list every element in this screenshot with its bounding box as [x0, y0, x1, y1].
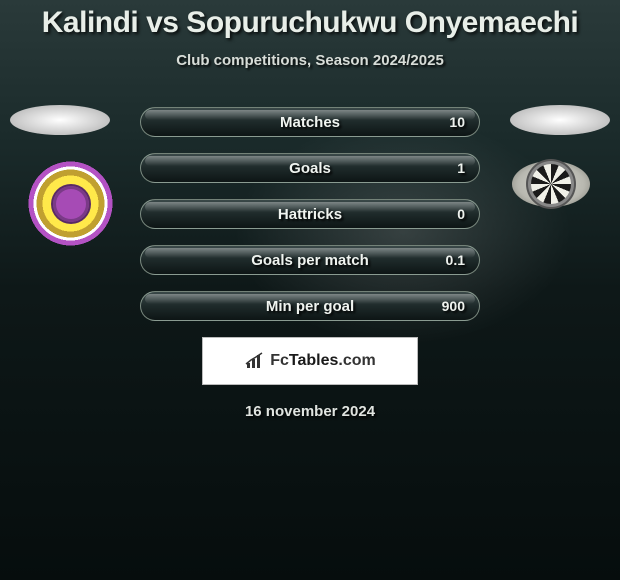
attribution-box: FcTables.com [202, 337, 418, 385]
stat-bars: Matches 10 Goals 1 Hattricks 0 Goals per… [140, 105, 480, 321]
subtitle: Club competitions, Season 2024/2025 [0, 52, 620, 69]
stat-label: Goals per match [251, 252, 369, 269]
stat-label: Matches [280, 114, 340, 131]
stat-right-value: 0 [457, 206, 465, 222]
stat-bar: Hattricks 0 [140, 199, 480, 229]
chart-icon [244, 352, 266, 370]
stat-right-value: 1 [457, 160, 465, 176]
brand-suffix: .com [338, 352, 375, 369]
comparison-card: Kalindi vs Sopuruchukwu Onyemaechi Club … [0, 0, 620, 580]
content-area: Matches 10 Goals 1 Hattricks 0 Goals per… [0, 105, 620, 420]
page-title: Kalindi vs Sopuruchukwu Onyemaechi [0, 0, 620, 40]
player-right-silhouette [510, 105, 610, 135]
brand-prefix: Fc [270, 352, 289, 369]
stat-label: Hattricks [278, 206, 342, 223]
stat-bar: Matches 10 [140, 107, 480, 137]
player-left-silhouette [10, 105, 110, 135]
stat-right-value: 0.1 [446, 252, 465, 268]
attribution-text: FcTables.com [270, 352, 376, 370]
brand-bold: Tables [289, 352, 339, 369]
stat-right-value: 10 [449, 114, 465, 130]
stat-right-value: 900 [442, 298, 465, 314]
stat-bar: Min per goal 900 [140, 291, 480, 321]
club-badge-right [512, 161, 590, 207]
stat-bar: Goals per match 0.1 [140, 245, 480, 275]
stat-label: Min per goal [266, 298, 354, 315]
stat-bar: Goals 1 [140, 153, 480, 183]
stat-label: Goals [289, 160, 331, 177]
date-label: 16 november 2024 [0, 403, 620, 420]
club-badge-left [28, 161, 113, 246]
